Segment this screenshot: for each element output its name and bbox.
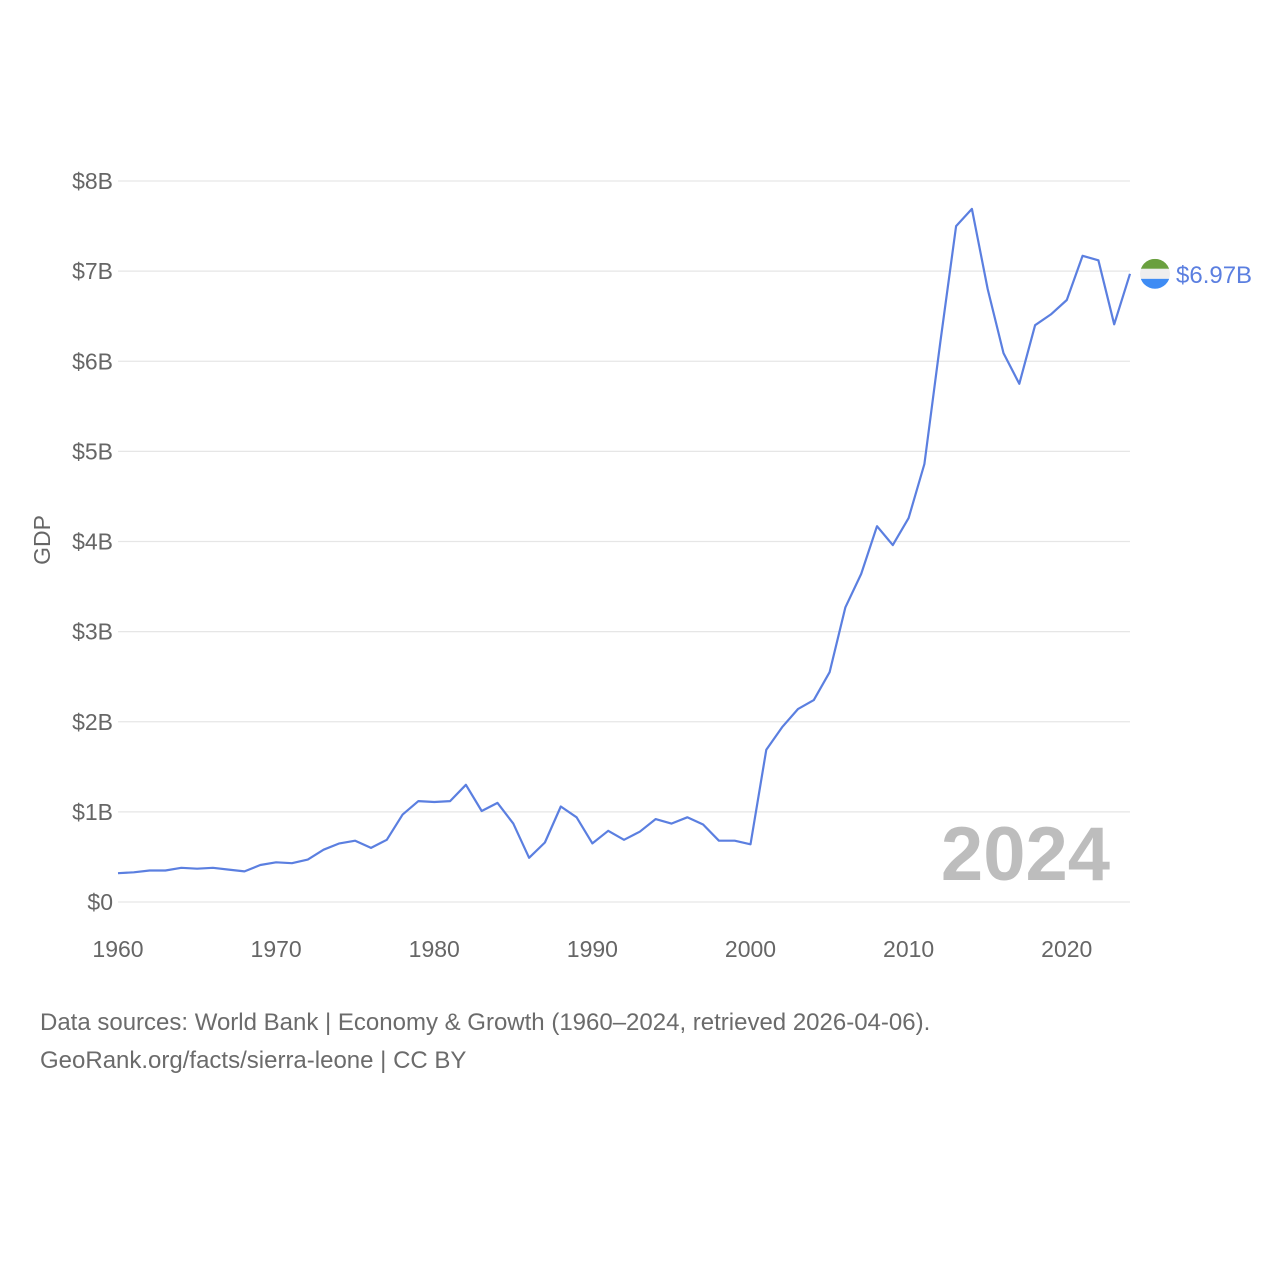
y-axis-ticks: $0 $1B $2B $3B $4B $5B $6B $7B $8B <box>72 168 113 915</box>
footer-attribution: GeoRank.org/facts/sierra-leone | CC BY <box>40 1047 467 1074</box>
y-tick-label: $7B <box>72 258 113 284</box>
y-tick-label: $3B <box>72 619 113 645</box>
gridlines <box>118 180 1130 903</box>
y-tick-label: $4B <box>72 529 113 555</box>
x-tick-label: 2020 <box>1041 936 1092 962</box>
x-tick-label: 1960 <box>92 936 143 962</box>
footer-sources: Data sources: World Bank | Economy & Gro… <box>40 1009 931 1036</box>
y-tick-label: $2B <box>72 709 113 735</box>
flag-icon <box>1140 258 1170 289</box>
gdp-chart: $0$1B$2B$3B$4B$5B$6B$7B$8B 1960 1970 1980 1… <box>29 168 1252 962</box>
x-tick-label: 2000 <box>725 936 776 962</box>
y-axis-title: GDP <box>29 515 55 565</box>
year-watermark: 2024 <box>941 812 1110 897</box>
end-marker: $6.97B <box>1140 258 1252 289</box>
y-tick-label: $0 <box>87 889 113 915</box>
y-tick-label: $1B <box>72 799 113 825</box>
series-group <box>117 207 1132 875</box>
y-tick-label: $6B <box>72 348 113 374</box>
y-tick-label: $8B <box>72 168 113 194</box>
series-line <box>117 207 1132 875</box>
footer: Data sources: World Bank | Economy & Gro… <box>40 1004 930 1080</box>
x-tick-label: 1990 <box>567 936 618 962</box>
y-tick-label: $5B <box>72 438 113 464</box>
x-tick-label: 2010 <box>883 936 934 962</box>
x-tick-label: 1980 <box>409 936 460 962</box>
x-tick-label: 1970 <box>251 936 302 962</box>
x-axis-ticks: 1960 1970 1980 1990 2000 2010 2020 <box>92 936 1092 962</box>
end-value-label: $6.97B <box>1176 262 1252 289</box>
